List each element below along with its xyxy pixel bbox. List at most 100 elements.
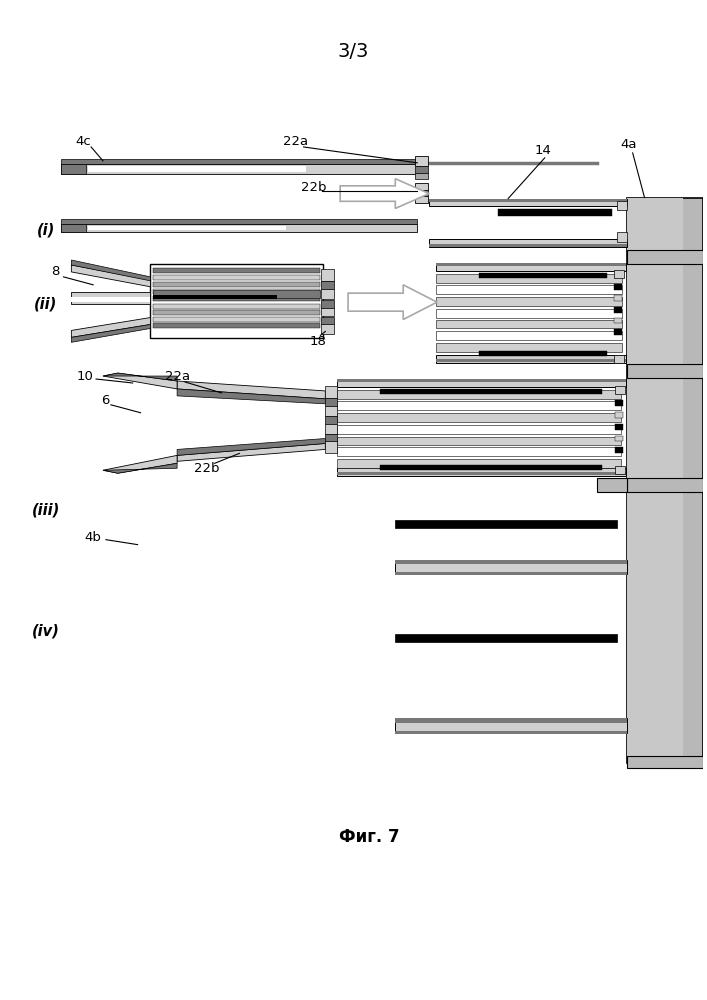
Bar [62, 224, 86, 232]
Polygon shape [177, 389, 325, 404]
Bar [380, 465, 602, 470]
Bar [415, 196, 428, 203]
Bar [153, 295, 277, 299]
Bar [71, 297, 151, 302]
Bar [153, 296, 320, 301]
Bar [395, 572, 626, 575]
Bar [498, 209, 612, 216]
Bar [88, 166, 305, 172]
Bar [415, 166, 428, 173]
Bar [337, 401, 621, 410]
Polygon shape [103, 463, 177, 473]
Polygon shape [71, 265, 151, 287]
Bar [325, 386, 337, 398]
Bar [614, 318, 621, 323]
Bar [436, 285, 621, 294]
Bar [88, 226, 286, 230]
Bar [337, 390, 621, 399]
Bar [415, 183, 428, 190]
Bar [626, 198, 683, 763]
Bar [337, 379, 626, 387]
Bar [615, 436, 623, 441]
Bar [617, 232, 626, 242]
Bar [429, 199, 626, 206]
Polygon shape [71, 260, 151, 281]
Text: 22a: 22a [165, 370, 189, 383]
Polygon shape [103, 455, 177, 473]
Bar [429, 239, 626, 247]
Text: (iii): (iii) [32, 502, 60, 517]
Text: 4b: 4b [85, 531, 102, 544]
Text: 22b: 22b [194, 462, 219, 475]
Bar [395, 560, 626, 574]
Bar [153, 317, 320, 322]
Bar [614, 307, 621, 313]
Bar [322, 317, 334, 324]
Bar [436, 263, 626, 271]
Bar [415, 173, 428, 179]
Bar [325, 398, 337, 406]
Text: 3/3: 3/3 [338, 42, 369, 61]
Bar [429, 244, 626, 247]
Bar [62, 164, 417, 174]
Polygon shape [71, 318, 151, 337]
Bar [395, 520, 617, 528]
Bar [395, 731, 626, 734]
Bar [337, 379, 626, 382]
Bar [153, 304, 320, 309]
Bar [153, 310, 320, 315]
Polygon shape [348, 285, 437, 320]
Text: 22a: 22a [283, 135, 308, 148]
Polygon shape [177, 381, 325, 399]
Bar [337, 459, 621, 468]
Bar [62, 224, 417, 232]
Bar [395, 718, 626, 733]
Bar [436, 320, 621, 328]
Bar [395, 634, 617, 642]
Bar [429, 199, 626, 202]
Bar [325, 416, 337, 424]
Bar [322, 289, 334, 299]
Bar [151, 264, 323, 338]
Bar [153, 290, 320, 298]
Bar [337, 437, 621, 445]
Bar [380, 389, 602, 394]
Bar [614, 295, 621, 301]
Bar [415, 156, 428, 166]
Text: (ii): (ii) [34, 296, 57, 311]
Bar [615, 400, 623, 406]
Bar [615, 466, 625, 474]
Bar [436, 274, 621, 283]
Bar [436, 355, 626, 363]
Bar [479, 273, 607, 278]
Bar [337, 472, 626, 475]
Bar [436, 297, 621, 306]
Text: 4a: 4a [621, 138, 637, 151]
Text: (iv): (iv) [32, 623, 59, 638]
Bar [597, 478, 626, 492]
Bar [626, 478, 703, 492]
Text: 10: 10 [77, 370, 93, 383]
Bar [617, 201, 626, 210]
Bar [153, 323, 320, 328]
Bar [615, 447, 623, 453]
Bar [322, 269, 334, 281]
Bar [322, 281, 334, 289]
Bar [436, 331, 621, 340]
Bar [337, 447, 621, 456]
Text: 8: 8 [52, 265, 59, 278]
Bar [325, 434, 337, 441]
Bar [322, 300, 334, 308]
Polygon shape [103, 373, 177, 381]
Text: 18: 18 [310, 335, 327, 348]
Text: 4c: 4c [76, 135, 91, 148]
Bar [153, 282, 320, 287]
Bar [415, 190, 428, 196]
Bar [322, 324, 334, 334]
Bar [436, 263, 626, 266]
Bar [62, 159, 417, 164]
Bar [325, 441, 337, 453]
Bar [153, 289, 320, 294]
Bar [614, 284, 621, 290]
Bar [395, 560, 626, 564]
